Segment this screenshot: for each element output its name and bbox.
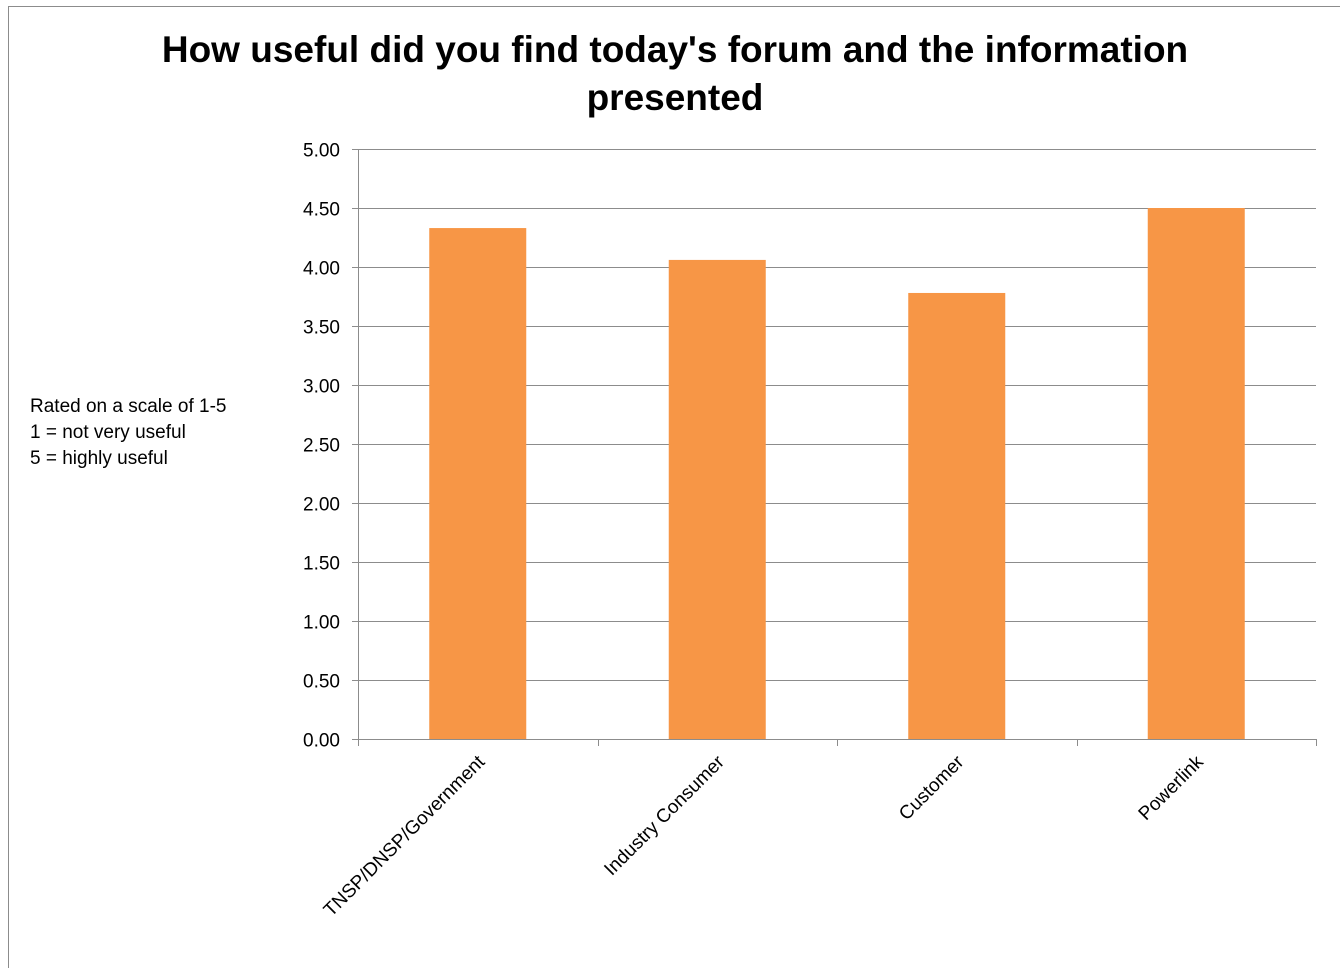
y-tick-label: 0.50 [303, 672, 340, 693]
y-tick-label: 3.50 [303, 318, 340, 339]
scale-annotation-line-3: 5 = highly useful [30, 448, 168, 469]
bar-industry-consumer [668, 259, 766, 739]
bars [429, 208, 1245, 739]
chart-frame [8, 6, 1340, 968]
scale-annotation-line-2: 1 = not very useful [30, 422, 186, 443]
y-tick-labels: 0.00 0.50 1.00 1.50 2.00 2.50 3.00 3.50 4.00 4.50… [303, 141, 340, 752]
y-tick-label: 2.50 [303, 436, 340, 457]
scale-annotation: Rated on a scale of 1-5 1 = not very use… [30, 394, 226, 472]
bar-powerlink [1147, 208, 1245, 739]
bar-customer [908, 292, 1006, 739]
bar-tnsp-dnsp-government [429, 228, 527, 739]
x-tick-label: Customer [895, 751, 969, 825]
x-tick-labels: TNSP/DNSP/Government Industry Consumer Cus… [320, 751, 1208, 921]
y-tick-label: 1.50 [303, 554, 340, 575]
y-tick-label: 0.00 [303, 731, 340, 752]
x-tick-label: Industry Consumer [600, 751, 729, 880]
y-tick-label: 3.00 [303, 377, 340, 398]
y-tick-label: 2.00 [303, 495, 340, 516]
y-tick-label: 1.00 [303, 613, 340, 634]
chart-title: How useful did you find today's forum an… [161, 29, 1189, 118]
y-tick-label: 4.00 [303, 259, 340, 280]
axes [352, 149, 1317, 746]
scale-annotation-line-1: Rated on a scale of 1-5 [30, 396, 227, 417]
y-tick-label: 4.50 [303, 200, 340, 221]
x-tick-label: TNSP/DNSP/Government [320, 751, 490, 921]
y-tick-label: 5.00 [303, 141, 340, 162]
x-tick-label: Powerlink [1135, 751, 1208, 824]
